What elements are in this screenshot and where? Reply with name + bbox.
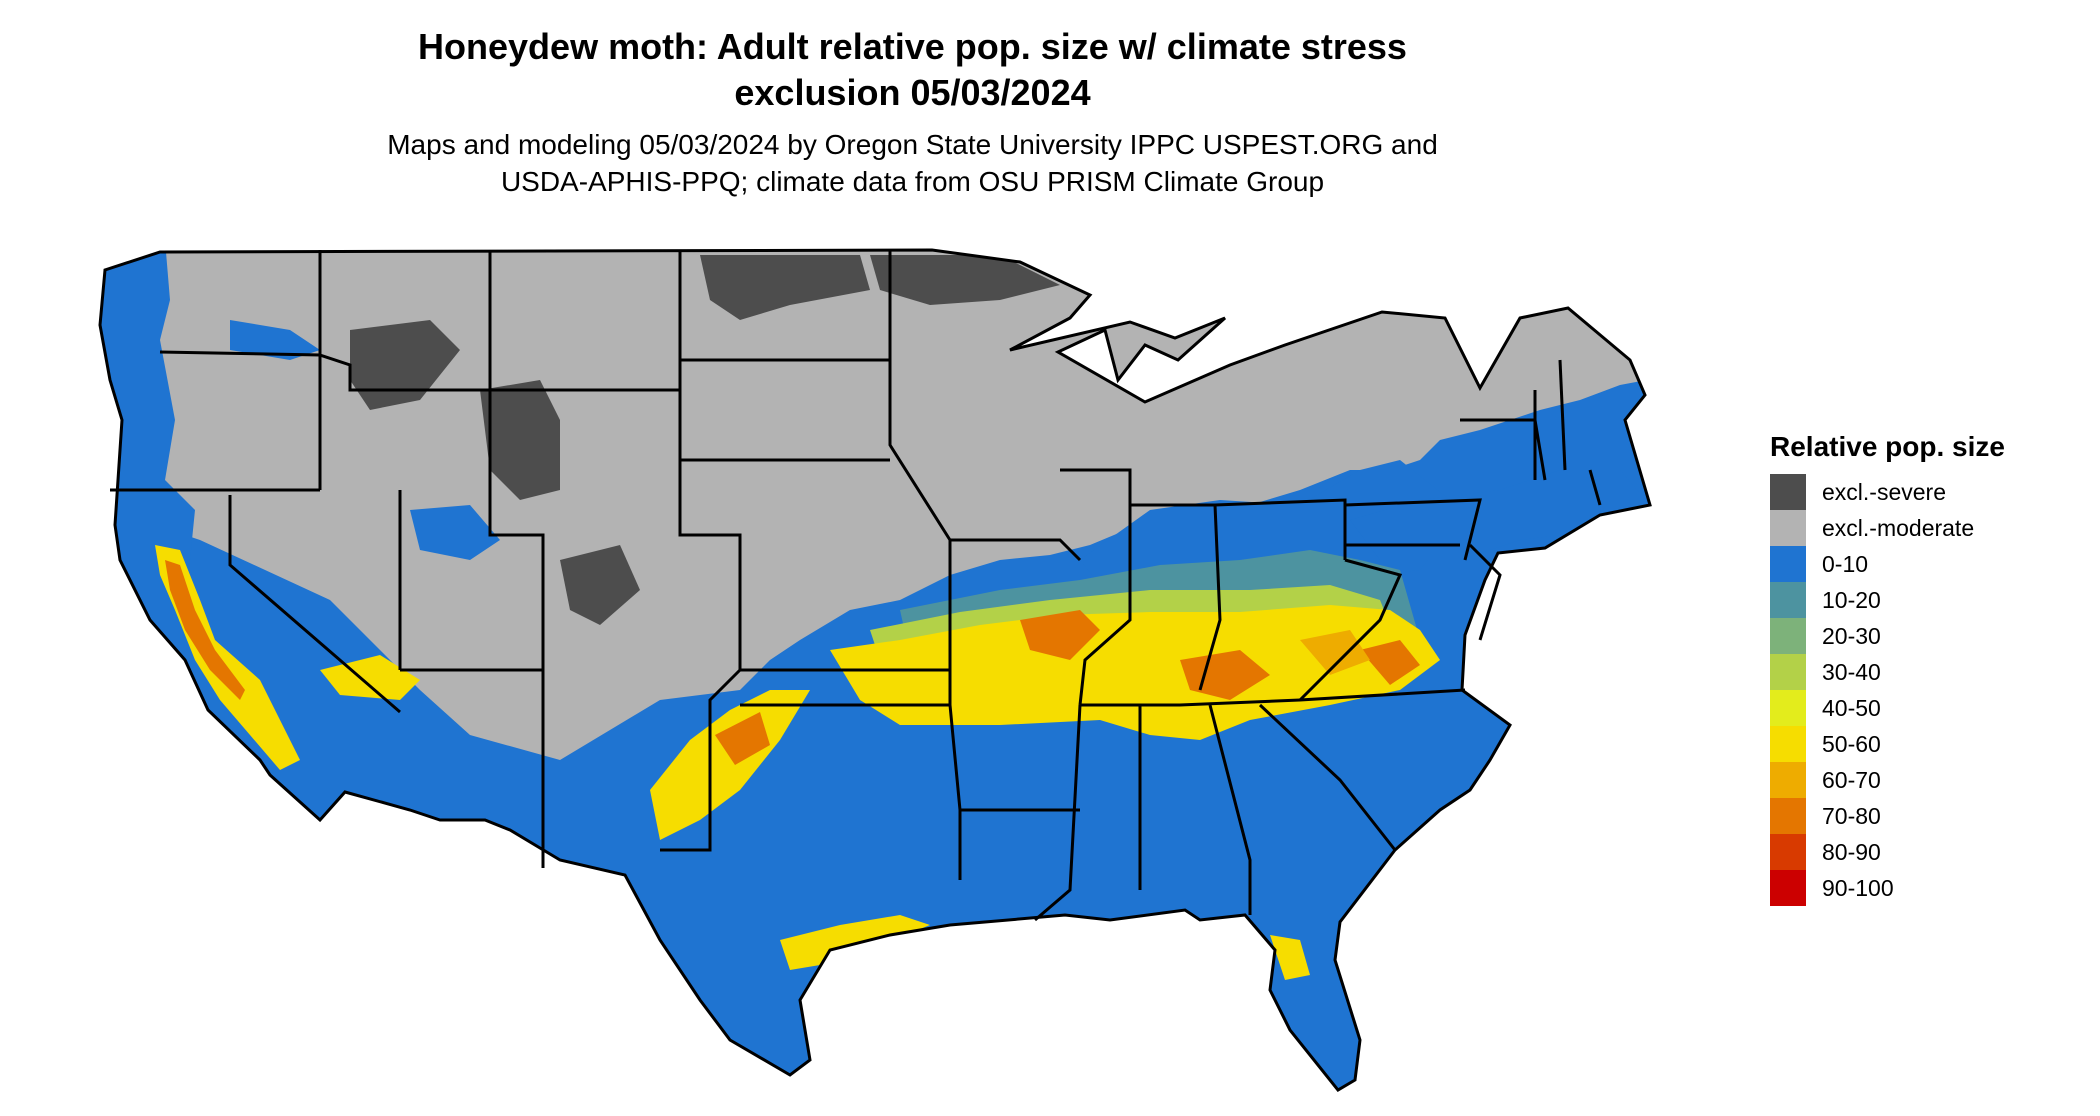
legend-swatch [1770,726,1806,762]
legend-label: 90-100 [1822,874,1894,901]
zone-virginia-70-80 [1360,640,1420,685]
legend-swatch [1770,510,1806,546]
zone-texas-50-60 [650,690,810,840]
zone-northdakota-severe [700,255,870,320]
zone-washington-0-10 [230,320,320,360]
map-subtitle-line-2: USDA-APHIS-PPQ; climate data from OSU PR… [500,166,1325,197]
legend-label: 20-30 [1822,622,1881,649]
legend-swatch [1770,834,1806,870]
legend-item: 80-90 [1770,834,2090,870]
map-subtitle: Maps and modeling 05/03/2024 by Oregon S… [0,126,1825,200]
legend-item: 90-100 [1770,870,2090,906]
legend-swatch [1770,546,1806,582]
map-title-line-1: Honeydew moth: Adult relative pop. size … [418,26,1407,67]
legend-item: 10-20 [1770,582,2090,618]
zone-florida-50-60 [1270,935,1310,980]
zone-montana-severe [350,320,460,410]
legend-item: 40-50 [1770,690,2090,726]
zone-ohio-0-10 [1080,460,1460,585]
legend-item: 70-80 [1770,798,2090,834]
legend-label: excl.-severe [1822,478,1946,505]
legend-item: excl.-severe [1770,474,2090,510]
legend-label: 80-90 [1822,838,1881,865]
zone-maine-severe [1640,305,1650,370]
legend: Relative pop. size excl.-severe excl.-mod… [1770,430,2090,906]
legend-label: 0-10 [1822,550,1869,577]
map-subtitle-line-1: Maps and modeling 05/03/2024 by Oregon S… [387,129,1438,160]
legend-label: 30-40 [1822,658,1881,685]
legend-swatch [1770,798,1806,834]
zone-nevada-0-10 [410,505,500,560]
zone-colorado-severe [560,545,640,625]
map-title-line-2: exclusion 05/03/2024 [734,72,1091,113]
legend-item: excl.-moderate [1770,510,2090,546]
legend-label: 40-50 [1822,694,1881,721]
legend-label: 60-70 [1822,766,1881,793]
legend-swatch [1770,582,1806,618]
us-population-map [98,248,1652,1092]
legend-label: 50-60 [1822,730,1881,757]
state-boundaries [98,248,1652,1092]
legend-item: 60-70 [1770,762,2090,798]
legend-swatch [1770,618,1806,654]
legend-item: 0-10 [1770,546,2090,582]
legend-swatch [1770,762,1806,798]
legend-item: 30-40 [1770,654,2090,690]
legend-item: 20-30 [1770,618,2090,654]
legend-item: 50-60 [1770,726,2090,762]
zone-wyoming-severe [480,380,560,500]
legend-swatch [1770,474,1806,510]
zone-tennessee-70-80 [1180,650,1270,700]
legend-swatch [1770,870,1806,906]
legend-label: 10-20 [1822,586,1881,613]
zone-kentucky-70-80 [1020,610,1100,660]
legend-swatch [1770,654,1806,690]
zone-midsouth-50-60 [830,605,1440,740]
map-title: Honeydew moth: Adult relative pop. size … [0,24,1825,116]
zone-texas-70-80 [715,712,770,765]
zone-wv-60-70 [1300,630,1370,675]
legend-swatch [1770,690,1806,726]
zone-northeast-0-10 [1350,470,1650,560]
zone-minnesota-severe [870,255,1060,305]
conus-outline [98,248,1652,1092]
zone-california-70-80 [165,560,245,700]
legend-title: Relative pop. size [1770,431,2005,462]
legend-items: excl.-severe excl.-moderate 0-10 10-20 20-30… [1770,474,2090,906]
legend-label: 70-80 [1822,802,1881,829]
legend-label: excl.-moderate [1822,514,1975,541]
